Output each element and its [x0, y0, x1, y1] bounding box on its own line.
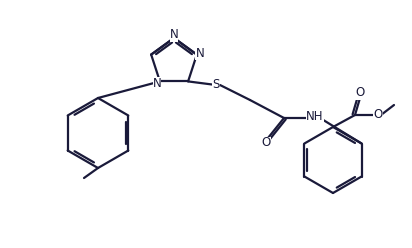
Text: O: O: [261, 136, 271, 150]
Text: N: N: [170, 29, 178, 41]
Text: O: O: [356, 87, 365, 99]
Text: S: S: [212, 79, 220, 92]
Text: O: O: [373, 109, 383, 122]
Text: N: N: [195, 47, 204, 60]
Text: NH: NH: [306, 111, 324, 124]
Text: N: N: [152, 77, 161, 90]
